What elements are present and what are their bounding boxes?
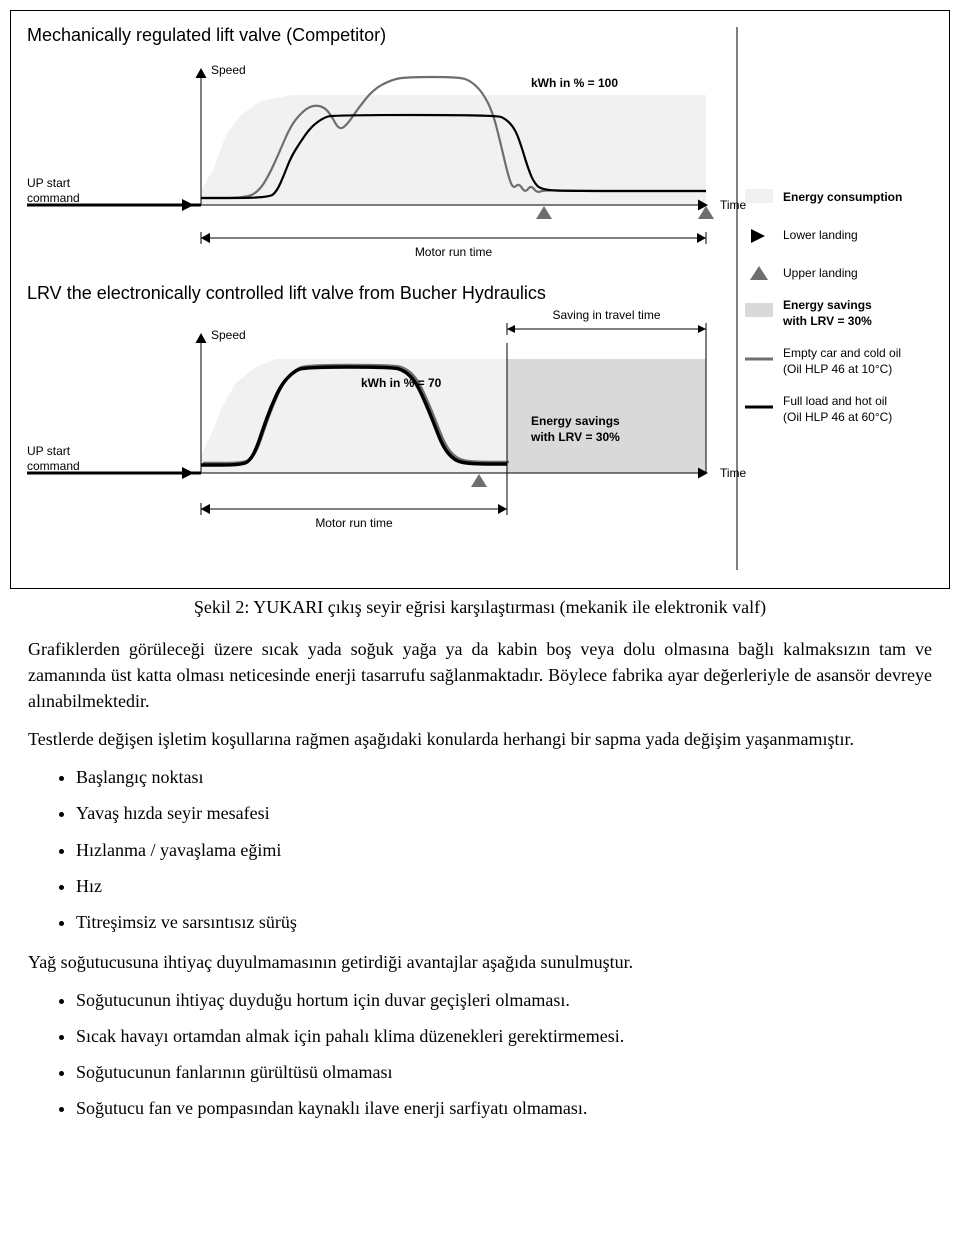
list-item: Soğutucunun fanlarının gürültüsü olmamas… <box>76 1059 932 1085</box>
list-item: Soğutucu fan ve pompasından kaynaklı ila… <box>76 1095 932 1121</box>
svg-text:command: command <box>27 459 80 473</box>
svg-text:Full load and hot oil: Full load and hot oil <box>783 394 887 408</box>
figure-container: Mechanically regulated lift valve (Compe… <box>10 10 950 589</box>
svg-text:Time: Time <box>720 466 747 480</box>
svg-text:Saving in travel time: Saving in travel time <box>552 308 660 322</box>
paragraph-3: Yağ soğutucusuna ihtiyaç duyulmamasının … <box>28 949 932 975</box>
svg-text:Energy savings: Energy savings <box>531 414 620 428</box>
svg-text:UP start: UP start <box>27 444 71 458</box>
paragraph-1: Grafiklerden görüleceği üzere sıcak yada… <box>28 636 932 714</box>
svg-text:Lower landing: Lower landing <box>783 228 858 242</box>
body-text: Grafiklerden görüleceği üzere sıcak yada… <box>0 628 960 1155</box>
list-item: Hızlanma / yavaşlama eğimi <box>76 837 932 863</box>
svg-text:Time: Time <box>720 198 747 212</box>
list-item: Sıcak havayı ortamdan almak için pahalı … <box>76 1023 932 1049</box>
svg-text:Speed: Speed <box>211 63 246 77</box>
svg-text:with LRV = 30%: with LRV = 30% <box>782 314 872 328</box>
svg-text:Energy savings: Energy savings <box>783 298 872 312</box>
svg-text:Speed: Speed <box>211 328 246 342</box>
svg-text:kWh in % = 70: kWh in % = 70 <box>361 376 442 390</box>
list-item: Titreşimsiz ve sarsıntısız sürüş <box>76 909 932 935</box>
svg-text:kWh in % = 100: kWh in % = 100 <box>531 76 618 90</box>
list-item: Yavaş hızda seyir mesafesi <box>76 800 932 826</box>
svg-text:Mechanically regulated lift va: Mechanically regulated lift valve (Compe… <box>27 25 386 45</box>
svg-text:command: command <box>27 191 80 205</box>
svg-text:Upper landing: Upper landing <box>783 266 858 280</box>
list-item: Başlangıç noktası <box>76 764 932 790</box>
svg-text:LRV the electronically control: LRV the electronically controlled lift v… <box>27 283 546 303</box>
list-item: Hız <box>76 873 932 899</box>
comparison-chart-svg: Mechanically regulated lift valve (Compe… <box>11 15 949 582</box>
svg-text:Motor run time: Motor run time <box>415 245 493 259</box>
svg-text:UP start: UP start <box>27 176 71 190</box>
svg-text:Empty car and cold oil: Empty car and cold oil <box>783 346 901 360</box>
figure-caption: Şekil 2: YUKARI çıkış seyir eğrisi karşı… <box>0 597 960 618</box>
list-item: Soğutucunun ihtiyaç duyduğu hortum için … <box>76 987 932 1013</box>
svg-text:with LRV = 30%: with LRV = 30% <box>530 430 620 444</box>
svg-text:Energy consumption: Energy consumption <box>783 190 902 204</box>
svg-text:(Oil HLP 46 at 10°C): (Oil HLP 46 at 10°C) <box>783 362 892 376</box>
paragraph-2: Testlerde değişen işletim koşullarına ra… <box>28 726 932 752</box>
svg-text:Motor run time: Motor run time <box>315 516 393 530</box>
bullet-list-1: Başlangıç noktası Yavaş hızda seyir mesaf… <box>76 764 932 934</box>
svg-text:(Oil HLP 46 at 60°C): (Oil HLP 46 at 60°C) <box>783 410 892 424</box>
bullet-list-2: Soğutucunun ihtiyaç duyduğu hortum için … <box>76 987 932 1121</box>
